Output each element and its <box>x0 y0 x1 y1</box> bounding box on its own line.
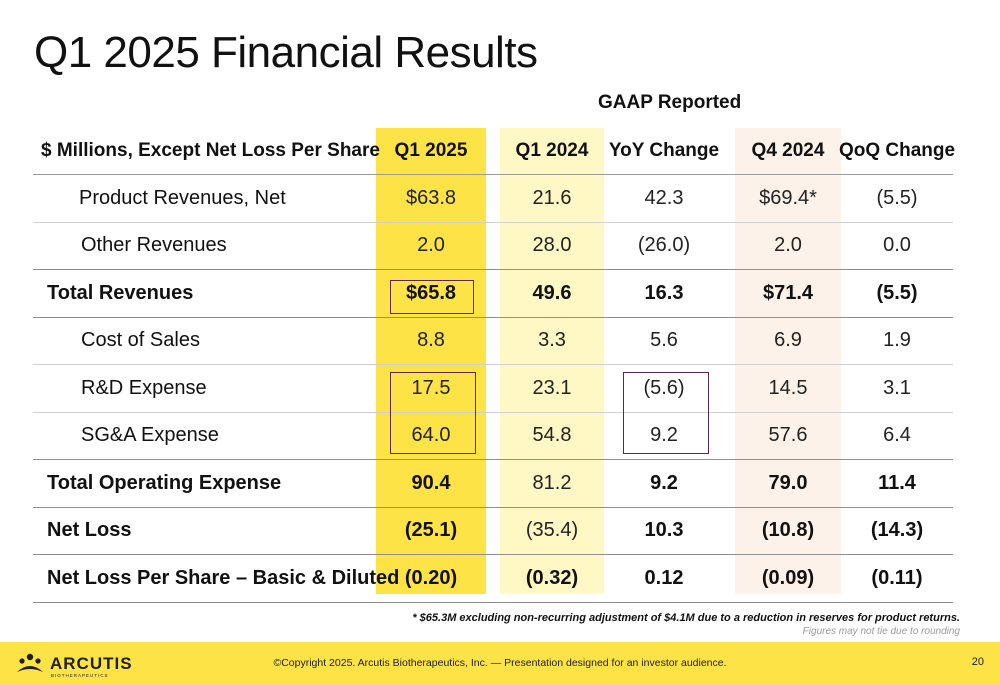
row-label: Product Revenues, Net <box>79 186 286 209</box>
table-row-cost-of-sales: Cost of Sales 8.8 3.3 5.6 6.9 1.9 <box>33 318 953 365</box>
cell-q1-2024: 28.0 <box>532 234 572 257</box>
cell-yoy: 9.2 <box>650 424 678 447</box>
cell-qoq: 1.9 <box>883 329 911 352</box>
cell-q4-2024: 2.0 <box>774 234 802 257</box>
row-label: Net Loss Per Share – Basic & Diluted <box>47 566 400 589</box>
cell-qoq: 3.1 <box>883 376 911 399</box>
arcutis-logo: ARCUTIS BIOTHERAPEUTICS <box>14 652 134 678</box>
cell-yoy: 16.3 <box>644 281 684 304</box>
cell-q1-2025: 2.0 <box>417 234 445 257</box>
cell-q4-2024: 57.6 <box>768 424 808 447</box>
cell-qoq: 6.4 <box>883 424 911 447</box>
revenue-footnote: * $65.3M excluding non-recurring adjustm… <box>412 612 960 624</box>
cell-qoq: (5.5) <box>876 186 918 209</box>
row-label: Other Revenues <box>81 234 227 257</box>
cell-q1-2025: (0.20) <box>404 566 458 589</box>
cell-yoy: 9.2 <box>650 471 678 494</box>
cell-q4-2024: 6.9 <box>774 329 802 352</box>
cell-q1-2025: $63.8 <box>405 186 457 209</box>
row-label: Net Loss <box>47 519 132 542</box>
highlight-box-q1-2025-expenses <box>390 372 476 454</box>
table-row-product-revenues: Product Revenues, Net $63.8 21.6 42.3 $6… <box>33 175 953 223</box>
arcutis-logo-icon <box>17 653 43 672</box>
cell-q1-2024: 3.3 <box>538 329 566 352</box>
cell-q1-2024: 81.2 <box>532 471 572 494</box>
q1-2024-column-band <box>500 128 604 594</box>
row-label: Total Operating Expense <box>47 471 282 494</box>
row-label: Cost of Sales <box>81 329 200 352</box>
cell-qoq: (5.5) <box>876 281 918 304</box>
header-q1-2025: Q1 2025 <box>394 140 468 161</box>
table-row-net-loss-per-share: Net Loss Per Share – Basic & Diluted (0.… <box>33 555 953 603</box>
cell-yoy: 42.3 <box>644 186 684 209</box>
header-qoq-change: QoQ Change <box>838 140 956 161</box>
page-title: Q1 2025 Financial Results <box>34 28 538 77</box>
header-metric: $ Millions, Except Net Loss Per Share <box>41 140 380 161</box>
cell-q4-2024: (0.09) <box>761 566 815 589</box>
logo-subtext: BIOTHERAPEUTICS <box>51 673 109 678</box>
cell-q4-2024: $69.4* <box>759 186 817 209</box>
row-label: Total Revenues <box>47 281 194 304</box>
cell-q1-2025: (25.1) <box>404 519 458 542</box>
financial-results-table: $ Millions, Except Net Loss Per Share Q1… <box>33 128 956 603</box>
cell-qoq: 11.4 <box>878 471 916 494</box>
highlight-box-yoy-expenses <box>623 372 709 454</box>
table-row-total-revenues: Total Revenues $65.8 49.6 16.3 $71.4 (5.… <box>33 270 953 318</box>
cell-q1-2025: 17.5 <box>411 376 451 399</box>
table-row-other-revenues: Other Revenues 2.0 28.0 (26.0) 2.0 0.0 <box>33 223 953 270</box>
q1-2025-column-band <box>376 128 486 594</box>
q4-2024-column-band <box>735 128 841 594</box>
cell-q4-2024: $71.4 <box>762 281 814 304</box>
table-header-row: $ Millions, Except Net Loss Per Share Q1… <box>33 128 956 175</box>
cell-q1-2025: $65.8 <box>405 281 457 304</box>
cell-q1-2024: 49.6 <box>532 281 572 304</box>
cell-qoq: 0.0 <box>883 234 911 257</box>
row-label: SG&A Expense <box>81 424 219 447</box>
header-yoy-change: YoY Change <box>608 140 720 161</box>
cell-q4-2024: (10.8) <box>761 519 815 542</box>
cell-q4-2024: 14.5 <box>768 376 808 399</box>
cell-qoq: (0.11) <box>871 566 923 589</box>
cell-qoq: (14.3) <box>870 519 924 542</box>
header-q1-2024: Q1 2024 <box>515 140 589 161</box>
header-q4-2024: Q4 2024 <box>751 140 825 161</box>
cell-yoy: 10.3 <box>644 519 684 542</box>
cell-q1-2024: 23.1 <box>532 376 572 399</box>
cell-yoy: 0.12 <box>644 566 684 589</box>
cell-yoy: (5.6) <box>643 376 685 399</box>
cell-q1-2025: 64.0 <box>411 424 451 447</box>
cell-yoy: (26.0) <box>637 234 691 257</box>
highlight-box-total-revenues <box>390 280 474 314</box>
footer-bar: ARCUTIS BIOTHERAPEUTICS ©Copyright 2025.… <box>0 642 1000 685</box>
cell-yoy: 5.6 <box>650 329 678 352</box>
row-label: R&D Expense <box>81 376 207 399</box>
table-row-net-loss: Net Loss (25.1) (35.4) 10.3 (10.8) (14.3… <box>33 508 953 555</box>
table-row-rd-expense: R&D Expense 17.5 23.1 (5.6) 14.5 3.1 <box>33 365 953 413</box>
cell-q1-2024: 21.6 <box>532 186 572 209</box>
cell-q1-2024: (0.32) <box>525 566 579 589</box>
table-row-sga-expense: SG&A Expense 64.0 54.8 9.2 57.6 6.4 <box>33 413 953 460</box>
table-row-total-operating-expense: Total Operating Expense 90.4 81.2 9.2 79… <box>33 460 953 508</box>
copyright-text: ©Copyright 2025. Arcutis Biotherapeutics… <box>273 657 727 669</box>
cell-q1-2025: 90.4 <box>411 471 451 494</box>
cell-q1-2025: 8.8 <box>417 329 445 352</box>
cell-q1-2024: (35.4) <box>525 519 579 542</box>
cell-q1-2024: 54.8 <box>532 424 572 447</box>
rounding-note: Figures may not tie due to rounding <box>802 626 960 637</box>
page-number: 20 <box>971 656 984 668</box>
cell-q4-2024: 79.0 <box>768 471 808 494</box>
gaap-reported-label: GAAP Reported <box>598 92 742 113</box>
logo-wordmark: ARCUTIS <box>50 654 133 673</box>
